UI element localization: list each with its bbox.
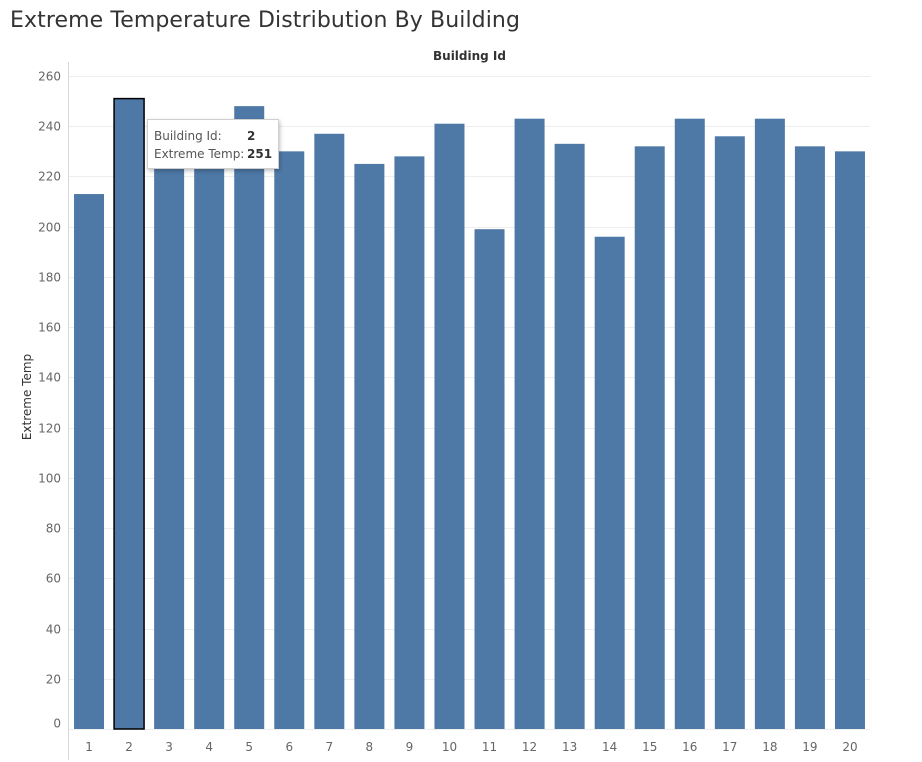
x-tick-label: 5 <box>245 740 253 754</box>
bar-13[interactable] <box>554 143 585 730</box>
y-tick-label: 120 <box>38 422 61 436</box>
x-tick-label: 9 <box>406 740 414 754</box>
x-tick-label: 10 <box>442 740 457 754</box>
bar-4[interactable] <box>194 161 225 729</box>
bar-14[interactable] <box>594 236 625 729</box>
x-axis-ticks: 1 2 3 4 5 6 7 8 9 10 11 12 13 14 15 16 17 18 19 20 <box>85 740 857 754</box>
y-tick-label: 200 <box>38 221 61 235</box>
x-tick-label: 19 <box>802 740 817 754</box>
bar-12[interactable] <box>514 118 545 729</box>
x-tick-label: 15 <box>642 740 657 754</box>
tooltip-temp-label: Extreme Temp: <box>154 147 245 161</box>
x-tick-label: 3 <box>165 740 173 754</box>
bar-2[interactable] <box>113 97 145 730</box>
bar-1[interactable] <box>74 194 105 730</box>
bar-10[interactable] <box>434 123 465 729</box>
x-tick-label: 1 <box>85 740 93 754</box>
bar-7[interactable] <box>314 133 345 729</box>
x-tick-label: 12 <box>522 740 537 754</box>
x-tick-label: 2 <box>125 740 133 754</box>
y-tick-label: 40 <box>46 623 61 637</box>
y-tick-label: 100 <box>38 472 61 486</box>
y-tick-label: 0 <box>53 717 61 731</box>
tooltip-temp-value: 251 <box>247 147 273 161</box>
bar-3[interactable] <box>154 161 185 729</box>
x-tick-label: 13 <box>562 740 577 754</box>
y-tick-label: 240 <box>38 120 61 134</box>
y-tick-label: 180 <box>38 271 61 285</box>
y-axis-ticks: 0 20 40 60 80 100 120 140 160 180 200 220 240 260 <box>38 70 61 731</box>
x-tick-label: 18 <box>762 740 777 754</box>
x-tick-label: 6 <box>285 740 293 754</box>
x-tick-label: 17 <box>722 740 737 754</box>
y-tick-label: 260 <box>38 70 61 84</box>
bar-19[interactable] <box>794 146 825 730</box>
tooltip-building-row: Building Id: 2 <box>154 127 278 145</box>
chart-title: Extreme Temperature Distribution By Buil… <box>10 8 521 33</box>
y-tick-label: 160 <box>38 321 61 335</box>
y-tick-label: 20 <box>46 673 61 687</box>
y-tick-label: 60 <box>46 572 61 586</box>
gridlines <box>69 76 870 730</box>
x-tick-label: 4 <box>205 740 213 754</box>
x-axis-label: Building Id <box>433 49 506 63</box>
bar-20[interactable] <box>834 151 865 729</box>
bars <box>74 97 865 730</box>
bar-17[interactable] <box>714 136 745 729</box>
x-tick-label: 7 <box>326 740 334 754</box>
bar-11[interactable] <box>474 229 505 729</box>
tooltip-building-label: Building Id: <box>154 129 222 143</box>
y-tick-label: 80 <box>46 522 61 536</box>
bar-9[interactable] <box>394 156 425 729</box>
bar-15[interactable] <box>634 146 665 730</box>
bar-5[interactable] <box>234 106 265 730</box>
x-tick-label: 20 <box>842 740 857 754</box>
y-axis-label: Extreme Temp <box>20 354 34 440</box>
tooltip-temp-row: Extreme Temp: 251 <box>154 145 278 163</box>
bar-8[interactable] <box>354 163 385 730</box>
bar-6[interactable] <box>274 151 305 729</box>
x-tick-label: 8 <box>366 740 374 754</box>
bar-16[interactable] <box>674 118 705 729</box>
x-tick-label: 11 <box>482 740 497 754</box>
y-tick-label: 220 <box>38 170 61 184</box>
bar-18[interactable] <box>754 118 785 729</box>
tooltip: Building Id: 2 Extreme Temp: 251 <box>147 119 279 169</box>
tooltip-building-value: 2 <box>247 129 256 143</box>
y-tick-label: 140 <box>38 371 61 385</box>
x-tick-label: 14 <box>602 740 617 754</box>
x-tick-label: 16 <box>682 740 697 754</box>
